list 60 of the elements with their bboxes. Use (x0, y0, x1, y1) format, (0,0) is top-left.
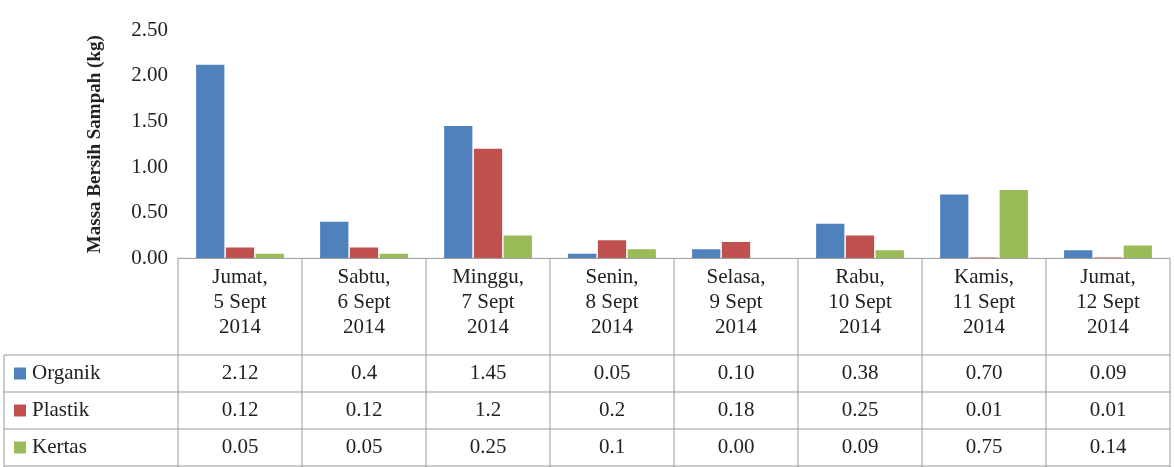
legend-label: Plastik (32, 397, 90, 422)
x-tick-label: Senin, 8 Sept 2014 (585, 263, 639, 338)
data-label: 0.12 (221, 397, 259, 422)
bar (444, 125, 473, 259)
x-tick-label: Jumat, 12 Sept 2014 (1076, 263, 1140, 338)
data-label: 0.10 (717, 360, 755, 385)
y-tick-label: 0.00 (131, 244, 168, 269)
data-label: 0.01 (1089, 397, 1127, 422)
data-label: 0.1 (598, 434, 626, 459)
y-tick-label: 1.00 (131, 153, 168, 178)
x-tick-label: Jumat, 5 Sept 2014 (212, 263, 268, 338)
bar (349, 247, 379, 259)
y-tick-label: 0.50 (131, 199, 168, 224)
data-label: 0.09 (841, 434, 879, 459)
y-tick-label: 1.50 (131, 107, 168, 132)
bar (627, 249, 656, 259)
y-tick-label: 2.50 (131, 16, 168, 41)
data-label: 0.09 (1089, 360, 1127, 385)
bar (1064, 250, 1093, 259)
bar (816, 223, 845, 259)
bar (320, 221, 349, 259)
data-label: 0.12 (345, 397, 383, 422)
bar (473, 148, 503, 259)
x-tick-label: Kamis, 11 Sept 2014 (952, 263, 1016, 338)
bar (845, 235, 875, 259)
bar (1123, 245, 1152, 259)
data-label: 1.45 (469, 360, 507, 385)
data-label: 0.14 (1089, 434, 1127, 459)
data-label: 0.01 (965, 397, 1003, 422)
bar (940, 194, 969, 259)
y-tick-label: 2.00 (131, 62, 168, 87)
legend-label: Kertas (32, 434, 87, 459)
bar (597, 240, 627, 259)
y-axis-title: Massa Bersih Sampah (kg) (83, 35, 106, 254)
bar (196, 64, 225, 259)
x-tick-label: Selasa, 9 Sept 2014 (706, 263, 766, 338)
bar (503, 235, 532, 259)
x-tick-label: Minggu, 7 Sept 2014 (452, 263, 524, 338)
data-label: 0.18 (717, 397, 755, 422)
bar (999, 189, 1028, 259)
data-label: 0.38 (841, 360, 879, 385)
data-label: 1.2 (474, 397, 502, 422)
data-label: 0.25 (469, 434, 507, 459)
legend-label: Organik (32, 360, 101, 385)
data-label: 0.70 (965, 360, 1003, 385)
data-label: 0.2 (598, 397, 626, 422)
bar (692, 249, 721, 259)
data-label: 0.4 (350, 360, 378, 385)
data-label: 0.00 (717, 434, 755, 459)
bar (875, 250, 904, 259)
x-tick-label: Sabtu, 6 Sept 2014 (337, 263, 391, 338)
data-label: 0.05 (593, 360, 631, 385)
data-label: 0.05 (221, 434, 259, 459)
bar (225, 247, 255, 259)
data-label: 2.12 (221, 360, 259, 385)
bar (721, 241, 751, 259)
data-label: 0.75 (965, 434, 1003, 459)
data-label: 0.25 (841, 397, 879, 422)
data-label: 0.05 (345, 434, 383, 459)
x-tick-label: Rabu, 10 Sept 2014 (828, 263, 892, 338)
